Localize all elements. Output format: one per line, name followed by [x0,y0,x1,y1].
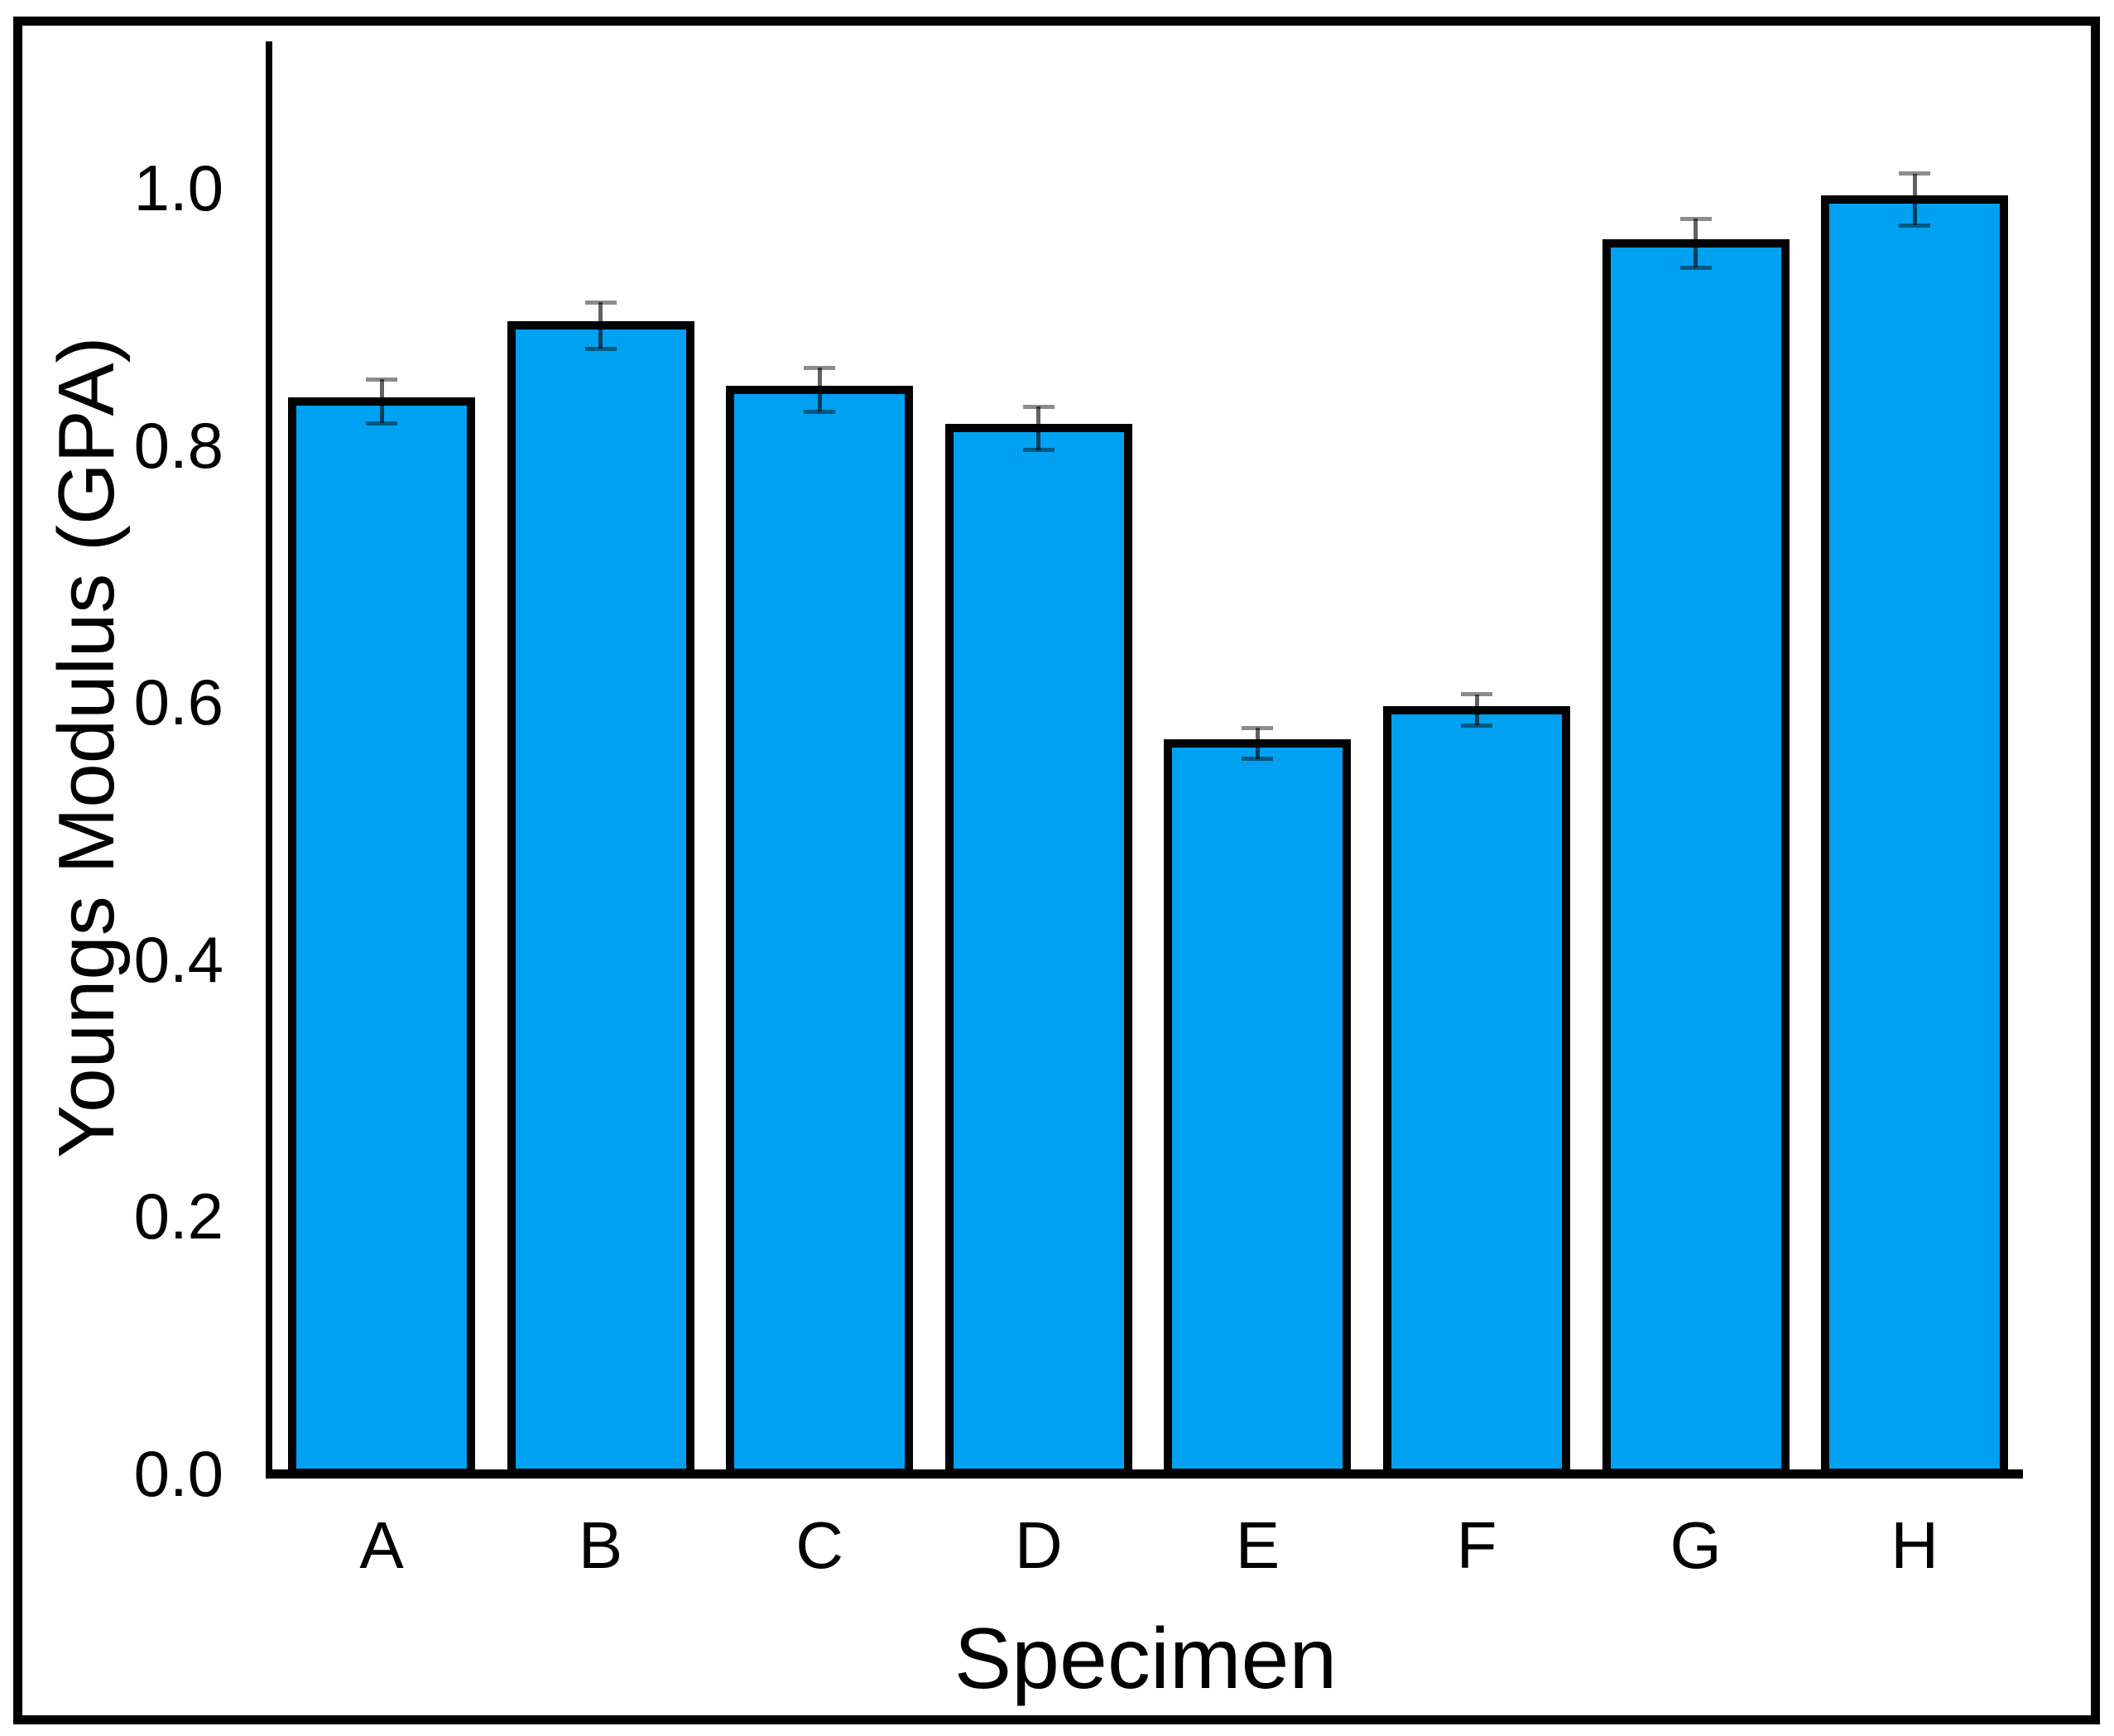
bar-H [1821,195,2009,1477]
x-axis-title: Specimen [954,1611,1338,1707]
x-tick-label-D: D [1014,1508,1063,1582]
error-bar-line-H [1912,173,1917,226]
y-tick-label-0.0: 0.0 [133,1437,223,1510]
error-bar-top-cap-G [1679,216,1712,221]
error-bar-bottom-cap-B [584,346,617,351]
error-bar-bottom-cap-A [366,421,397,426]
error-bar-line-D [1036,406,1041,450]
x-tick-label-F: F [1456,1508,1497,1582]
error-bar-bottom-cap-G [1679,265,1712,270]
y-tick-label-0.4: 0.4 [133,922,223,996]
error-bar-top-cap-A [366,377,397,382]
bar-C [726,385,914,1477]
x-tick-label-C: C [795,1508,844,1582]
y-tick-label-0.8: 0.8 [133,408,223,482]
error-bar-bottom-cap-D [1022,448,1055,453]
error-bar-line-B [598,302,603,349]
y-tick-label-1.0: 1.0 [133,151,223,224]
x-axis-line [266,1469,2023,1479]
bar-D [944,424,1132,1477]
y-tick-label-0.6: 0.6 [133,666,223,739]
bar-A [288,397,475,1477]
x-tick-label-B: B [578,1508,623,1582]
error-bar-top-cap-E [1242,725,1274,730]
y-axis-line [266,41,272,1479]
error-bar-bottom-cap-H [1899,223,1931,228]
error-bar-line-A [379,379,384,424]
figure-frame [13,17,2100,1724]
bar-G [1602,238,1790,1477]
bar-F [1383,705,1570,1477]
error-bar-line-F [1474,694,1479,726]
error-bar-bottom-cap-F [1461,723,1492,728]
error-bar-line-E [1255,728,1260,759]
x-tick-label-H: H [1891,1508,1939,1582]
error-bar-top-cap-D [1022,404,1055,409]
x-tick-label-G: G [1670,1508,1722,1582]
bar-B [507,321,694,1477]
x-tick-label-E: E [1235,1508,1280,1582]
bar-E [1164,738,1352,1477]
error-bar-top-cap-C [804,365,836,370]
error-bar-top-cap-B [584,300,617,305]
error-bar-line-G [1694,219,1698,268]
error-bar-bottom-cap-C [804,409,836,414]
x-tick-label-A: A [359,1508,404,1582]
error-bar-bottom-cap-E [1242,757,1274,762]
error-bar-top-cap-H [1899,171,1931,176]
error-bar-top-cap-F [1461,692,1492,697]
y-tick-label-0.2: 0.2 [133,1180,223,1253]
error-bar-line-C [817,368,822,412]
